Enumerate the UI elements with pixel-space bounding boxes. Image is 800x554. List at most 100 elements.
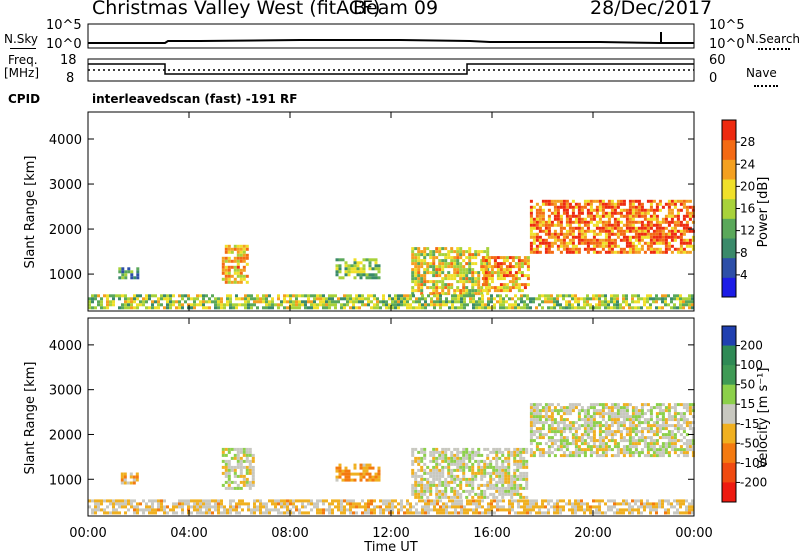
power-cell [553, 241, 557, 245]
velocity-cell [217, 502, 220, 506]
velocity-cell [124, 511, 127, 515]
velocity-cell [673, 448, 677, 452]
power-cell [420, 292, 424, 296]
velocity-cell [224, 486, 228, 490]
power-cell [471, 286, 475, 290]
power-cell [667, 303, 670, 307]
velocity-cell [445, 505, 448, 509]
power-cell [640, 235, 644, 239]
velocity-cell [100, 508, 103, 512]
velocity-cell [256, 508, 259, 512]
power-cell [643, 232, 647, 236]
velocity-cell [227, 468, 231, 472]
power-cell [628, 226, 632, 230]
power-cell [685, 205, 689, 209]
velocity-cell [239, 462, 243, 466]
velocity-cell [541, 448, 545, 452]
power-cell [532, 205, 536, 209]
velocity-cell [583, 454, 587, 458]
power-cell [649, 226, 653, 230]
power-cell [679, 244, 683, 248]
velocity-cell [664, 436, 668, 440]
velocity-cell [586, 445, 590, 449]
velocity-cell [441, 453, 445, 457]
velocity-cell [550, 403, 554, 407]
power-cell [403, 294, 406, 298]
power-cell [544, 199, 548, 203]
velocity-cell [565, 427, 569, 431]
velocity-cell [142, 499, 145, 503]
velocity-cell [550, 424, 554, 428]
power-cell [233, 259, 237, 263]
power-cell [445, 300, 448, 304]
power-cell [435, 289, 439, 293]
velocity-cell [616, 502, 619, 506]
power-cell [226, 303, 229, 307]
power-cell [685, 211, 689, 215]
velocity-cell [525, 465, 529, 469]
velocity-cell [432, 465, 436, 469]
velocity-cell [550, 442, 554, 446]
velocity-cell [495, 468, 499, 472]
power-cell [583, 220, 587, 224]
power-cell [414, 265, 418, 269]
velocity-cell [184, 499, 187, 503]
power-cell [486, 250, 490, 254]
velocity-cell [444, 489, 448, 493]
power-cell [463, 300, 466, 304]
power-cell [604, 202, 608, 206]
velocity-cell [595, 451, 599, 455]
velocity-cell [368, 475, 372, 479]
power-cell [462, 286, 466, 290]
velocity-cell [676, 427, 680, 431]
velocity-cell [175, 511, 178, 515]
power-cell [535, 244, 539, 248]
power-cell [435, 268, 439, 272]
velocity-cell [643, 454, 647, 458]
velocity-cell [471, 462, 475, 466]
velocity-cell [604, 445, 608, 449]
velocity-cell [550, 427, 554, 431]
velocity-cell [418, 499, 421, 503]
power-cell [637, 235, 641, 239]
power-cell [475, 303, 478, 307]
velocity-cell [343, 505, 346, 509]
power-cell [622, 306, 625, 310]
power-cell [423, 256, 427, 260]
power-cell [335, 270, 339, 274]
velocity-cell [211, 511, 214, 515]
power-cell [385, 306, 388, 310]
velocity-cell [349, 508, 352, 512]
velocity-cell [688, 511, 691, 515]
power-cell [229, 297, 232, 301]
power-cell [411, 256, 415, 260]
power-cell [465, 262, 469, 266]
velocity-cell [202, 505, 205, 509]
power-cell [679, 232, 683, 236]
velocity-cell [414, 477, 418, 481]
velocity-cell [643, 418, 647, 422]
velocity-cell [601, 454, 605, 458]
velocity-cell [691, 421, 695, 425]
velocity-cell [341, 478, 345, 482]
velocity-cell [532, 424, 536, 428]
velocity-cell [568, 409, 572, 413]
velocity-cell [451, 511, 454, 515]
power-cell [456, 265, 460, 269]
velocity-cell [631, 454, 635, 458]
power-cell [136, 306, 139, 310]
power-cell [190, 306, 193, 310]
power-cell [420, 289, 424, 293]
power-cell [358, 297, 361, 301]
velocity-cell [417, 468, 421, 472]
velocity-cell [483, 462, 487, 466]
velocity-cell [553, 439, 557, 443]
velocity-cell [604, 511, 607, 515]
velocity-cell [190, 505, 193, 509]
velocity-cell [181, 508, 184, 512]
velocity-cell [409, 511, 412, 515]
power-cell [370, 306, 373, 310]
power-cell [487, 306, 490, 310]
power-cell [664, 294, 667, 298]
velocity-cell [679, 499, 682, 503]
